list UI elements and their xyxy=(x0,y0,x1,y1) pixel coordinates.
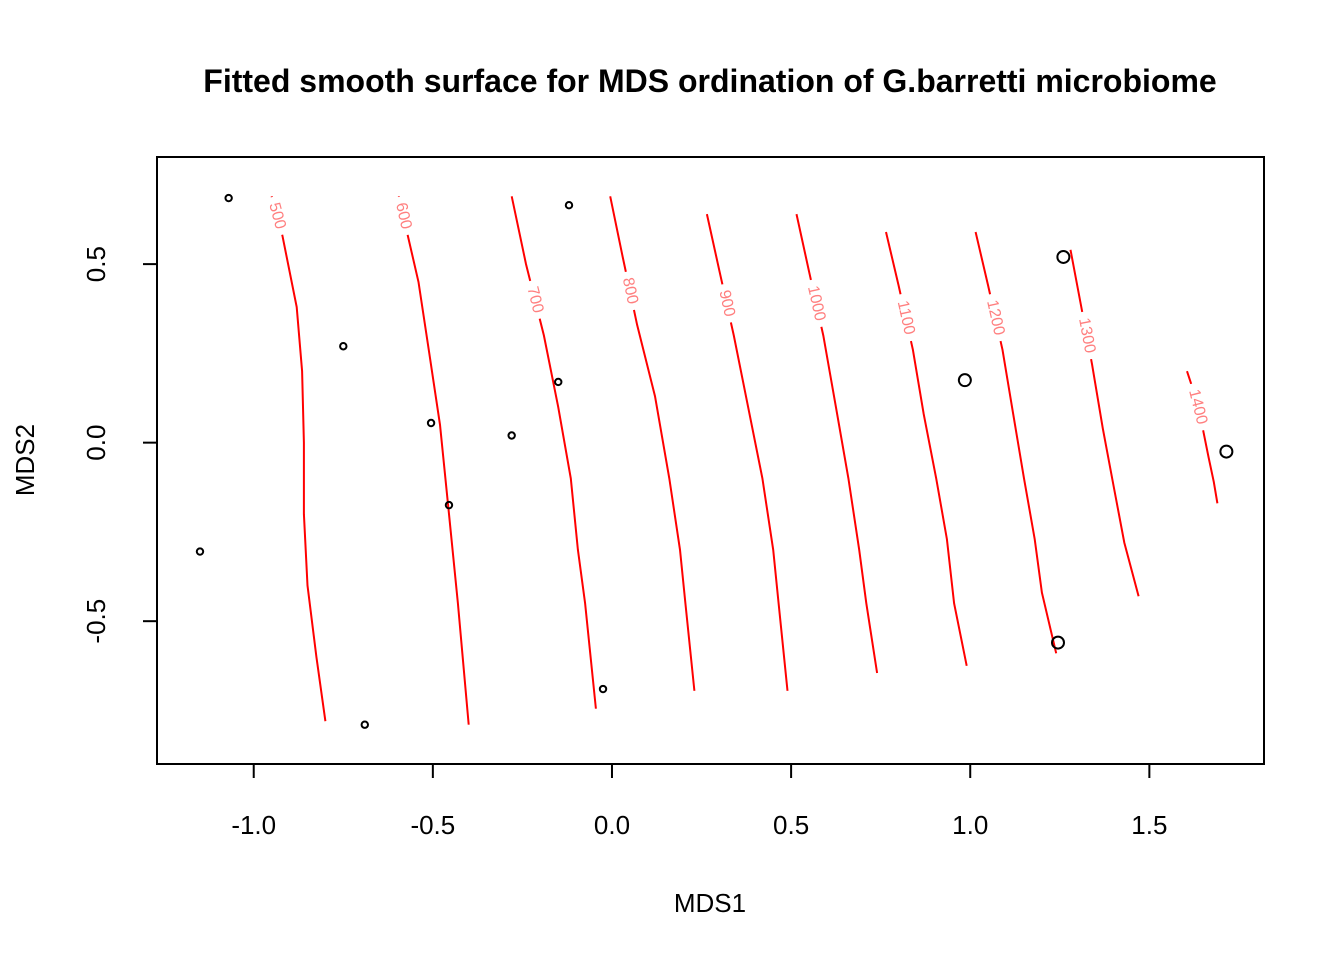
x-tick-label: -1.0 xyxy=(231,810,276,840)
data-point xyxy=(444,500,454,510)
data-point xyxy=(507,431,516,440)
data-point xyxy=(1051,635,1066,650)
x-axis-label: MDS1 xyxy=(674,888,746,918)
contour-label: 1200 xyxy=(983,298,1007,337)
x-tick-label: 0.5 xyxy=(773,810,809,840)
contour-1100 xyxy=(885,231,968,666)
contour-1200 xyxy=(974,231,1058,654)
contour-label: 500 xyxy=(265,201,288,231)
contour-lines: 500 600 700 800 900 1000 1100 1200 1300 1400 xyxy=(265,196,1219,725)
x-tick-label: 0.0 xyxy=(594,810,630,840)
data-point xyxy=(1056,249,1071,264)
data-point xyxy=(195,547,205,556)
contour-900 xyxy=(705,213,789,691)
data-point xyxy=(224,193,233,203)
data-point xyxy=(957,373,972,388)
contour-700 xyxy=(510,196,597,709)
contour-500 xyxy=(270,196,327,722)
contour-label: 900 xyxy=(715,289,737,319)
contour-800 xyxy=(609,196,696,691)
x-axis: -1.0 -0.5 0.0 0.5 1.0 1.5 xyxy=(231,763,1167,840)
data-point xyxy=(360,720,369,729)
data-point xyxy=(564,201,574,210)
y-tick-label: -0.5 xyxy=(81,599,111,644)
contour-label: 600 xyxy=(392,201,415,231)
data-point xyxy=(426,418,436,428)
y-axis: -0.5 0.0 0.5 xyxy=(81,246,158,644)
chart-title: Fitted smooth surface for MDS ordination… xyxy=(203,63,1216,99)
contour-label: 1400 xyxy=(1185,388,1210,427)
contour-label: 1100 xyxy=(894,299,918,336)
y-tick-label: 0.5 xyxy=(81,246,111,282)
data-point xyxy=(554,377,563,387)
data-point xyxy=(598,684,608,694)
contour-1300 xyxy=(1069,249,1140,597)
y-axis-label: MDS2 xyxy=(10,424,40,496)
contour-1400 xyxy=(1186,370,1219,504)
contour-label: 1300 xyxy=(1075,316,1098,354)
x-tick-label: -0.5 xyxy=(410,810,455,840)
contour-600 xyxy=(397,196,470,725)
data-point xyxy=(1219,444,1234,459)
x-tick-label: 1.5 xyxy=(1131,810,1167,840)
data-points xyxy=(195,193,1234,729)
contour-label: 700 xyxy=(523,285,546,315)
data-point xyxy=(339,342,348,351)
contour-1000 xyxy=(795,213,879,674)
contour-label: 1000 xyxy=(804,284,828,323)
x-tick-label: 1.0 xyxy=(952,810,988,840)
y-tick-label: 0.0 xyxy=(81,425,111,461)
plot-frame xyxy=(156,156,1265,765)
contour-label: 800 xyxy=(619,276,641,306)
